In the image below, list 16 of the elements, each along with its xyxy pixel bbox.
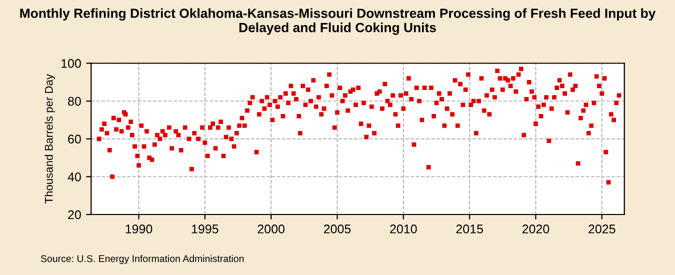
y-tick-label: 100 [62, 59, 81, 68]
y-axis-title: Thousand Barrels per Day [44, 74, 55, 204]
x-tick-label: 2005 [324, 224, 351, 234]
x-tick-label: 2010 [390, 224, 417, 234]
y-tick-label: 40 [68, 172, 81, 182]
y-tick-label: 20 [68, 210, 81, 220]
x-tick-label: 1990 [126, 224, 152, 234]
source-note: Source: U.S. Energy Information Administration [40, 254, 244, 264]
x-tick-label: 2000 [258, 224, 284, 234]
chart-title: Monthly Refining District Oklahoma-Kansas-Missouri Downstream Processing of Fresh Feed Input by Delayed and Fluid Coking Units [20, 8, 656, 35]
x-tick-label: 2020 [522, 224, 550, 234]
x-tick-label: 2025 [588, 224, 616, 234]
x-tick-label: 1995 [192, 224, 218, 234]
x-tick-label: 2015 [456, 224, 483, 234]
y-tick-label: 60 [68, 134, 81, 144]
y-tick-label: 80 [68, 96, 81, 106]
